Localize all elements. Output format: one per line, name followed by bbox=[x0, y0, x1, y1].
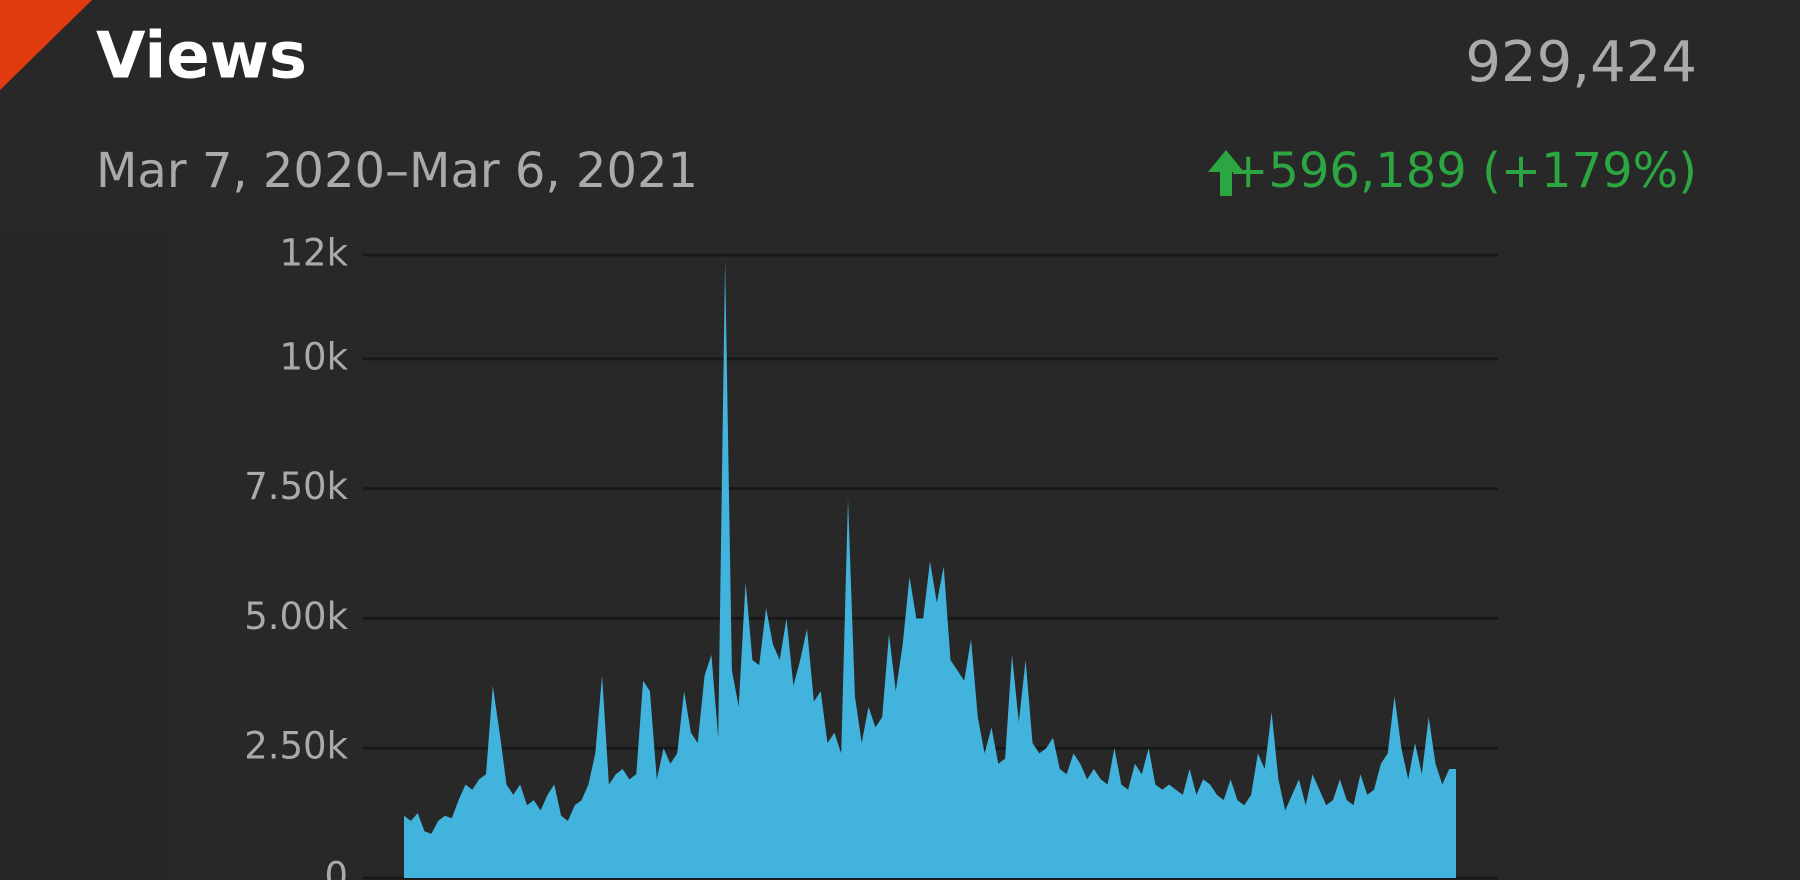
y-tick-label: 7.50k bbox=[244, 465, 348, 508]
plot: 0 2.50k 5.00k 7.50k 10k 12k bbox=[244, 232, 1498, 880]
y-tick-label: 12k bbox=[279, 232, 348, 275]
y-tick-label: 5.00k bbox=[244, 595, 348, 638]
date-range: Mar 7, 2020–Mar 6, 2021 bbox=[96, 143, 698, 199]
y-tick-label: 2.50k bbox=[244, 725, 348, 768]
side-panel bbox=[0, 230, 166, 880]
area bbox=[404, 260, 1456, 878]
y-tick-label: 10k bbox=[279, 335, 348, 378]
change: +596,189 (+179%) bbox=[1228, 143, 1697, 199]
title: Views bbox=[96, 20, 307, 94]
up-arrow bbox=[1208, 150, 1244, 196]
total: 929,424 bbox=[1465, 30, 1697, 95]
corner-badge bbox=[0, 0, 92, 90]
y-tick-label: 0 bbox=[324, 855, 348, 880]
